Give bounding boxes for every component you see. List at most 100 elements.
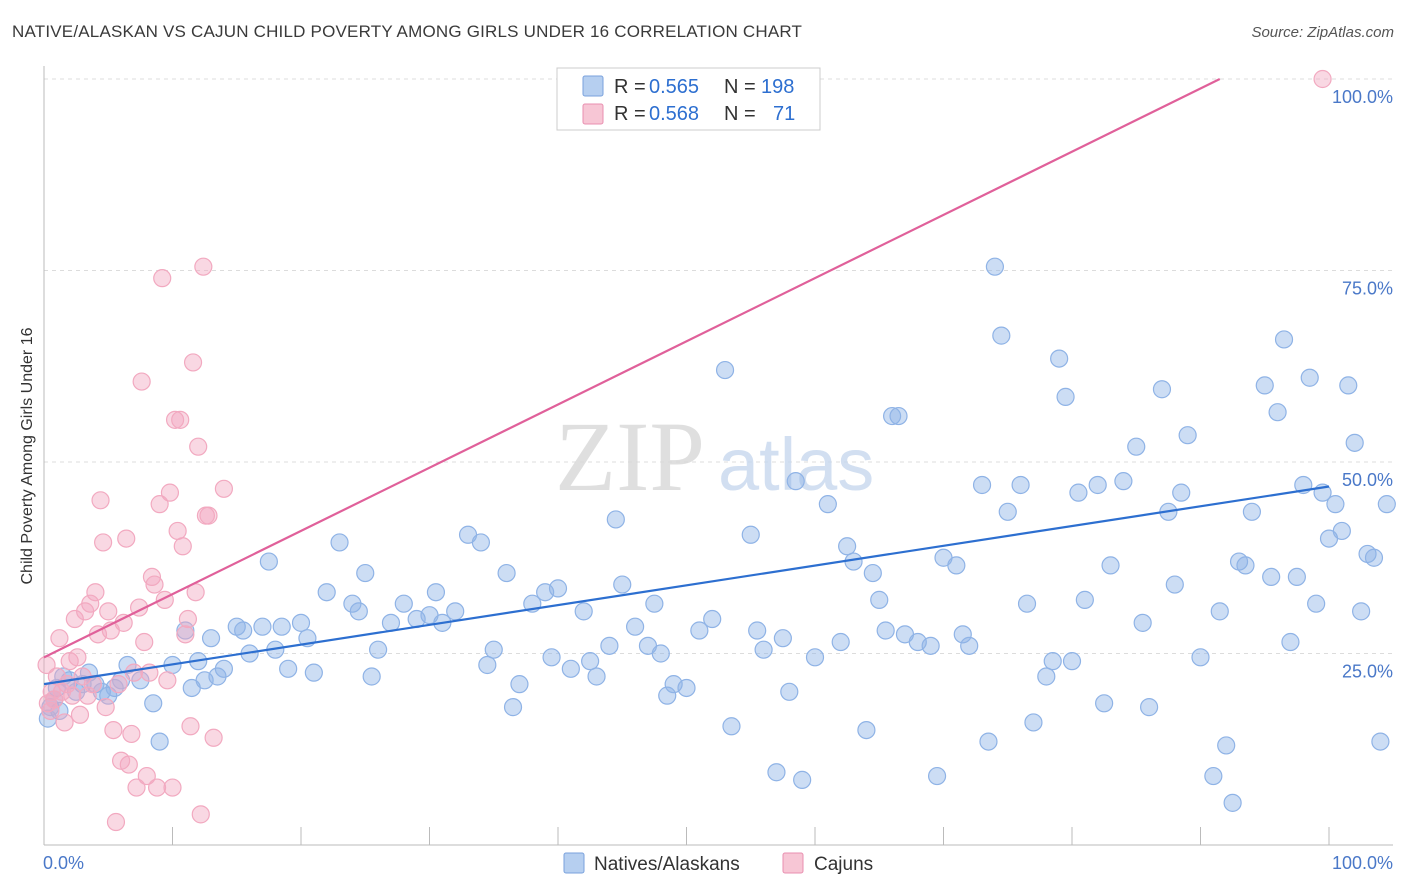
data-point (1037, 667, 1056, 686)
data-point (471, 533, 490, 552)
data-point (234, 621, 253, 640)
data-point (178, 609, 198, 629)
data-point (503, 698, 523, 717)
data-point (1326, 495, 1345, 514)
data-point (168, 521, 187, 541)
data-point (722, 717, 741, 736)
data-point (114, 613, 133, 632)
trend-line-natives (43, 485, 1330, 686)
data-point (1191, 648, 1210, 667)
data-point (1095, 694, 1114, 713)
y-tick-label: 75.0% (1342, 279, 1393, 299)
data-point (870, 590, 889, 609)
data-point (1101, 556, 1120, 575)
bottom-legend-natives: Natives/Alaskans (594, 854, 740, 875)
data-point (304, 663, 323, 682)
data-point (1114, 472, 1133, 491)
y-tick-label: 25.0% (1342, 662, 1393, 682)
data-point (150, 495, 169, 514)
data-point (63, 686, 82, 705)
data-point (91, 491, 110, 510)
axes (43, 66, 1393, 846)
data-point (1204, 766, 1223, 786)
data-point (191, 805, 210, 824)
data-point (150, 732, 169, 751)
data-point (548, 579, 568, 598)
data-point (1287, 567, 1306, 587)
data-point (992, 326, 1011, 345)
data-point (606, 510, 625, 529)
data-point (754, 640, 773, 659)
legend-r-value-2: 0.568 (649, 103, 699, 125)
data-point (715, 360, 735, 380)
data-point (1210, 602, 1229, 621)
data-point (189, 437, 208, 456)
data-point (786, 472, 805, 491)
data-point (998, 502, 1017, 521)
data-point (291, 613, 311, 632)
data-point (356, 563, 375, 583)
data-point (805, 648, 825, 667)
data-point (921, 636, 940, 655)
data-point (497, 563, 516, 583)
legend-r-value-1: 0.565 (649, 76, 699, 98)
data-point (960, 636, 979, 655)
data-point (1050, 349, 1069, 368)
data-point (1172, 483, 1191, 502)
data-point (194, 257, 213, 276)
data-point (651, 644, 670, 663)
data-point (394, 594, 413, 613)
data-point (748, 621, 767, 640)
data-point (985, 257, 1005, 276)
data-point (953, 625, 972, 644)
legend-n-value-1: 198 (761, 76, 794, 98)
data-point (1364, 548, 1384, 567)
data-point (362, 667, 381, 686)
data-point (1345, 433, 1364, 452)
data-point (124, 663, 144, 682)
data-point (183, 353, 203, 372)
data-point (144, 694, 163, 713)
data-point (65, 609, 84, 629)
data-point (613, 575, 632, 594)
data-point (1332, 521, 1351, 541)
data-point (1377, 495, 1396, 514)
data-point (158, 671, 177, 690)
legend-swatch-natives (582, 75, 604, 97)
data-point (204, 728, 223, 747)
data-point (330, 533, 349, 552)
data-point (132, 372, 151, 391)
data-point (45, 690, 64, 709)
data-points (37, 69, 1396, 832)
data-point (510, 675, 529, 694)
data-point (99, 602, 118, 621)
data-point (1242, 502, 1262, 521)
data-point (484, 640, 503, 659)
data-point (201, 629, 221, 648)
data-point (109, 675, 128, 694)
data-point (780, 682, 799, 701)
data-point (214, 659, 233, 678)
data-point (882, 406, 902, 426)
data-point (863, 563, 882, 583)
data-point (1062, 652, 1082, 671)
data-point (1281, 632, 1300, 652)
data-point (542, 648, 561, 667)
data-point (1339, 376, 1358, 395)
x-tick-max: 100.0% (1332, 853, 1393, 873)
data-point (1274, 330, 1294, 349)
source-label: Source: ZipAtlas.com (1251, 24, 1394, 41)
data-point (1056, 387, 1075, 406)
data-point (773, 629, 792, 648)
data-point (279, 659, 298, 678)
data-point (145, 575, 164, 594)
y-tick-label: 100.0% (1332, 87, 1393, 107)
data-point (625, 617, 645, 636)
data-point (176, 625, 195, 644)
data-point (259, 552, 278, 571)
data-point (70, 705, 90, 724)
data-point (171, 410, 190, 429)
data-point (1088, 475, 1107, 495)
bottom-legend-swatch-cajuns (782, 852, 804, 874)
data-point (426, 583, 446, 602)
